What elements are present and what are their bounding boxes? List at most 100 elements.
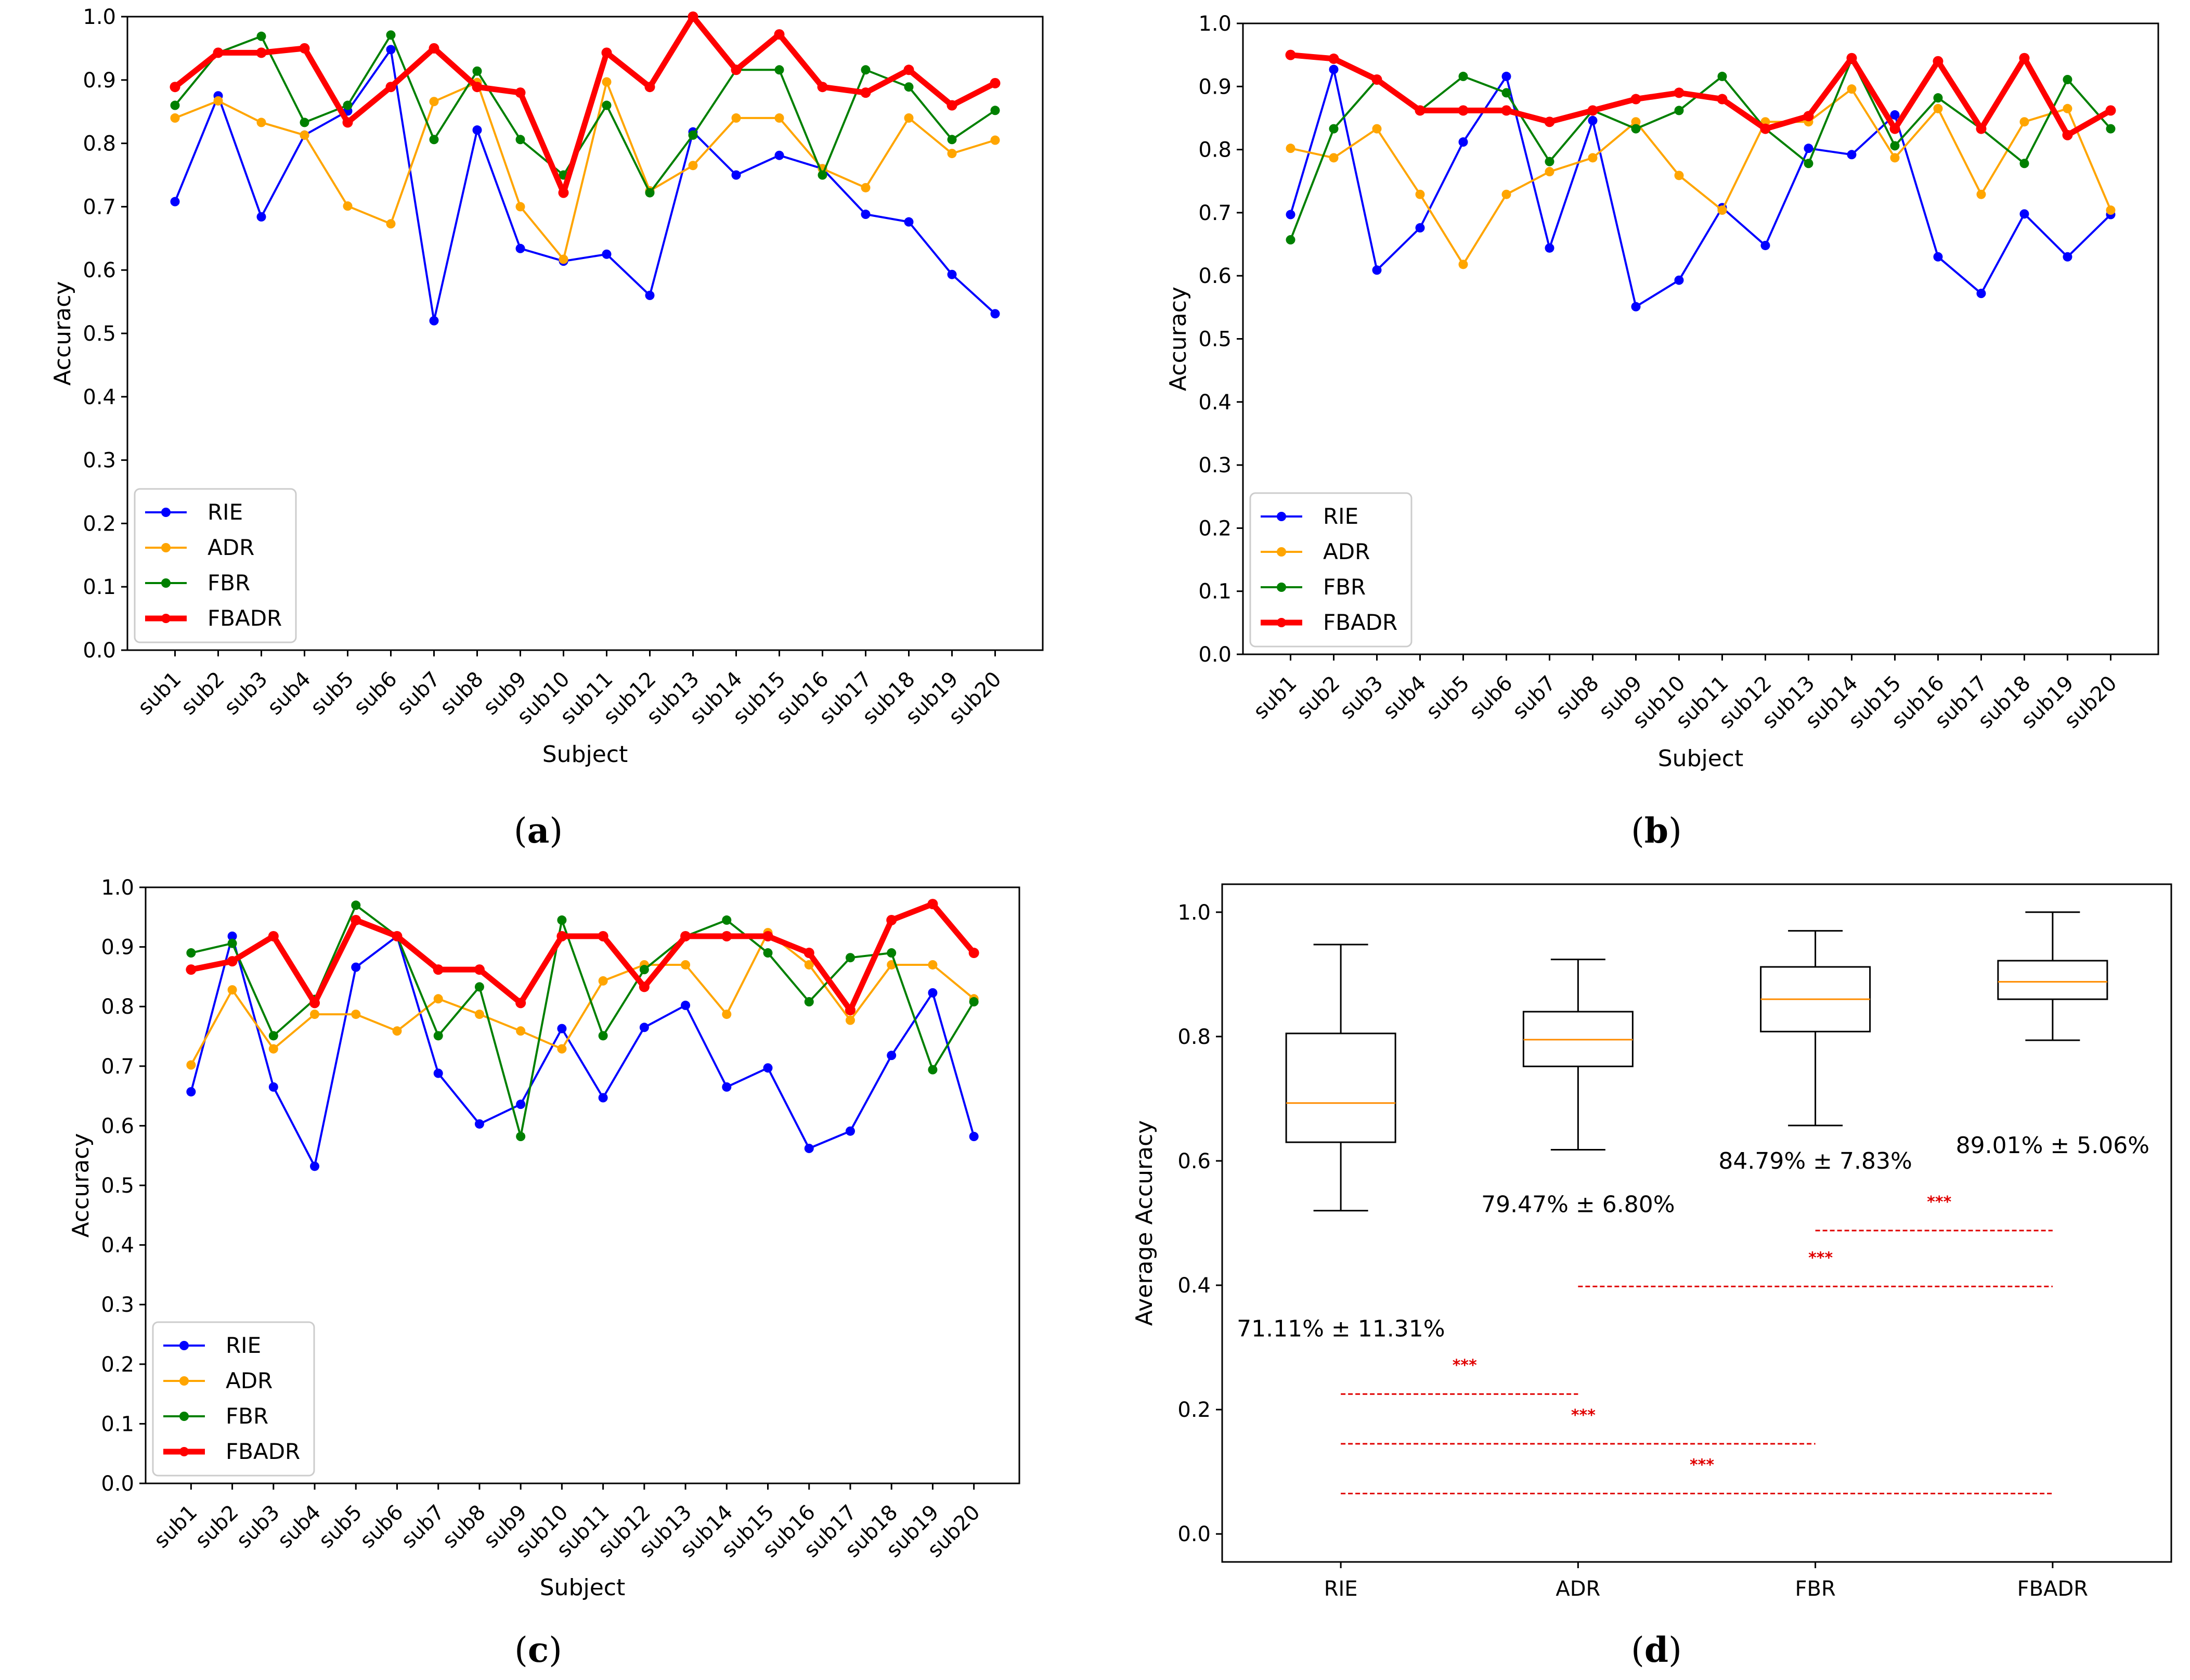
data-point-fbadr (299, 43, 310, 54)
data-point-rie (433, 1068, 443, 1078)
y-tick-label: 0.7 (1198, 201, 1232, 225)
data-point-adr (722, 1010, 732, 1019)
plot-frame (1221, 883, 2172, 1563)
x-axis-label: Subject (1658, 745, 1743, 772)
data-point-fbr (474, 982, 484, 992)
series-line-adr (174, 81, 996, 261)
y-tick-label: 0.5 (101, 1174, 134, 1198)
y-tick-label: 1.0 (1198, 12, 1232, 36)
data-point-rie (990, 309, 1000, 319)
data-point-fbr (2106, 124, 2116, 134)
data-point-fbadr (1371, 74, 1382, 85)
data-point-rie (474, 1119, 484, 1129)
data-point-fbr (256, 31, 266, 41)
data-point-fbadr (601, 47, 612, 58)
data-point-fbr (268, 1031, 278, 1041)
data-point-rie (472, 125, 482, 135)
stat-label-fbadr: 89.01% ± 5.06% (1956, 1132, 2149, 1159)
stat-label-rie: 71.11% ± 11.31% (1237, 1316, 1445, 1342)
data-point-adr (1933, 104, 1943, 113)
data-point-fbadr (639, 981, 650, 992)
data-point-adr (1890, 153, 1900, 163)
data-point-rie (1631, 302, 1641, 312)
data-point-fbadr (804, 948, 814, 959)
data-point-fbadr (268, 931, 279, 941)
data-point-fbadr (256, 47, 267, 58)
legend-marker-fbr (179, 1412, 189, 1421)
series-line-fbadr (190, 901, 976, 1013)
data-point-adr (904, 113, 914, 123)
data-point-rie (2063, 252, 2072, 262)
data-point-fbr (861, 65, 871, 75)
y-tick-label: 0.8 (83, 132, 116, 156)
data-point-adr (990, 135, 1000, 145)
y-tick-label: 0.2 (101, 1353, 134, 1377)
data-point-fbr (1717, 71, 1727, 81)
data-point-rie (186, 1087, 196, 1097)
legend-marker-rie (161, 508, 171, 517)
data-point-rie (731, 170, 741, 180)
data-point-rie (969, 1132, 979, 1142)
legend-marker-fbadr (179, 1447, 189, 1456)
legend-marker-adr (179, 1376, 189, 1386)
data-point-fbr (598, 1031, 608, 1041)
data-point-rie (763, 1063, 773, 1073)
caption-open-paren: ( (514, 1630, 528, 1670)
data-point-rie (804, 1143, 814, 1153)
significance-label: *** (1690, 1456, 1714, 1475)
data-point-adr (681, 960, 691, 970)
data-point-adr (2063, 104, 2072, 113)
data-point-rie (310, 1161, 320, 1171)
panel-caption: (a) (514, 810, 563, 851)
data-point-fbadr (1285, 49, 1296, 60)
data-point-adr (1631, 117, 1641, 127)
data-point-fbadr (1889, 123, 1900, 134)
significance-label: *** (1453, 1356, 1477, 1375)
data-point-fbr (472, 66, 482, 76)
data-point-fbadr (1328, 53, 1339, 64)
data-point-fbadr (1630, 94, 1641, 105)
legend-box (152, 1321, 315, 1477)
caption-close-paren: ) (1668, 811, 1682, 851)
data-point-fbadr (598, 931, 608, 941)
y-axis-label: Accuracy (1165, 287, 1191, 391)
data-point-rie (557, 1024, 567, 1033)
caption-letter: c (528, 1630, 549, 1670)
y-tick-label: 0.4 (1198, 391, 1232, 415)
data-point-fbr (1674, 106, 1684, 115)
data-point-fbr (1286, 235, 1295, 245)
data-point-rie (1545, 243, 1554, 253)
legend-label-fbadr: FBADR (226, 1439, 300, 1464)
significance-label: *** (1927, 1193, 1951, 1211)
data-point-adr (602, 77, 612, 87)
series-line-adr (1290, 88, 2112, 266)
y-tick-label: 0.8 (1198, 138, 1232, 162)
legend-box (134, 488, 297, 643)
data-point-rie (1804, 144, 1813, 153)
legend-label-fbr: FBR (226, 1403, 268, 1429)
caption-open-paren: ( (1631, 811, 1644, 851)
data-point-adr (516, 1026, 526, 1036)
stat-label-fbr: 84.79% ± 7.83% (1718, 1148, 1912, 1174)
series-line-fbadr (1290, 52, 2113, 138)
y-axis-label: Average Accuracy (1131, 1120, 1158, 1326)
data-point-fbadr (385, 82, 396, 93)
data-point-fbadr (1587, 105, 1598, 116)
data-point-fbr (887, 948, 897, 958)
y-tick-label: 0.1 (101, 1412, 134, 1436)
data-point-fbadr (474, 964, 485, 975)
data-point-rie (268, 1082, 278, 1092)
data-point-fbr (2019, 159, 2029, 169)
data-point-fbr (990, 106, 1000, 115)
y-tick-label: 0.9 (1198, 75, 1232, 99)
data-point-fbr (2063, 74, 2072, 84)
caption-close-paren: ) (1668, 1630, 1682, 1670)
data-point-fbadr (2062, 130, 2073, 140)
data-point-fbr (227, 938, 237, 948)
data-point-rie (1458, 137, 1468, 147)
data-point-rie (515, 243, 525, 253)
data-point-adr (1717, 205, 1727, 215)
data-point-fbr (845, 953, 855, 963)
data-point-adr (688, 161, 698, 171)
data-point-fbadr (1976, 123, 1987, 134)
